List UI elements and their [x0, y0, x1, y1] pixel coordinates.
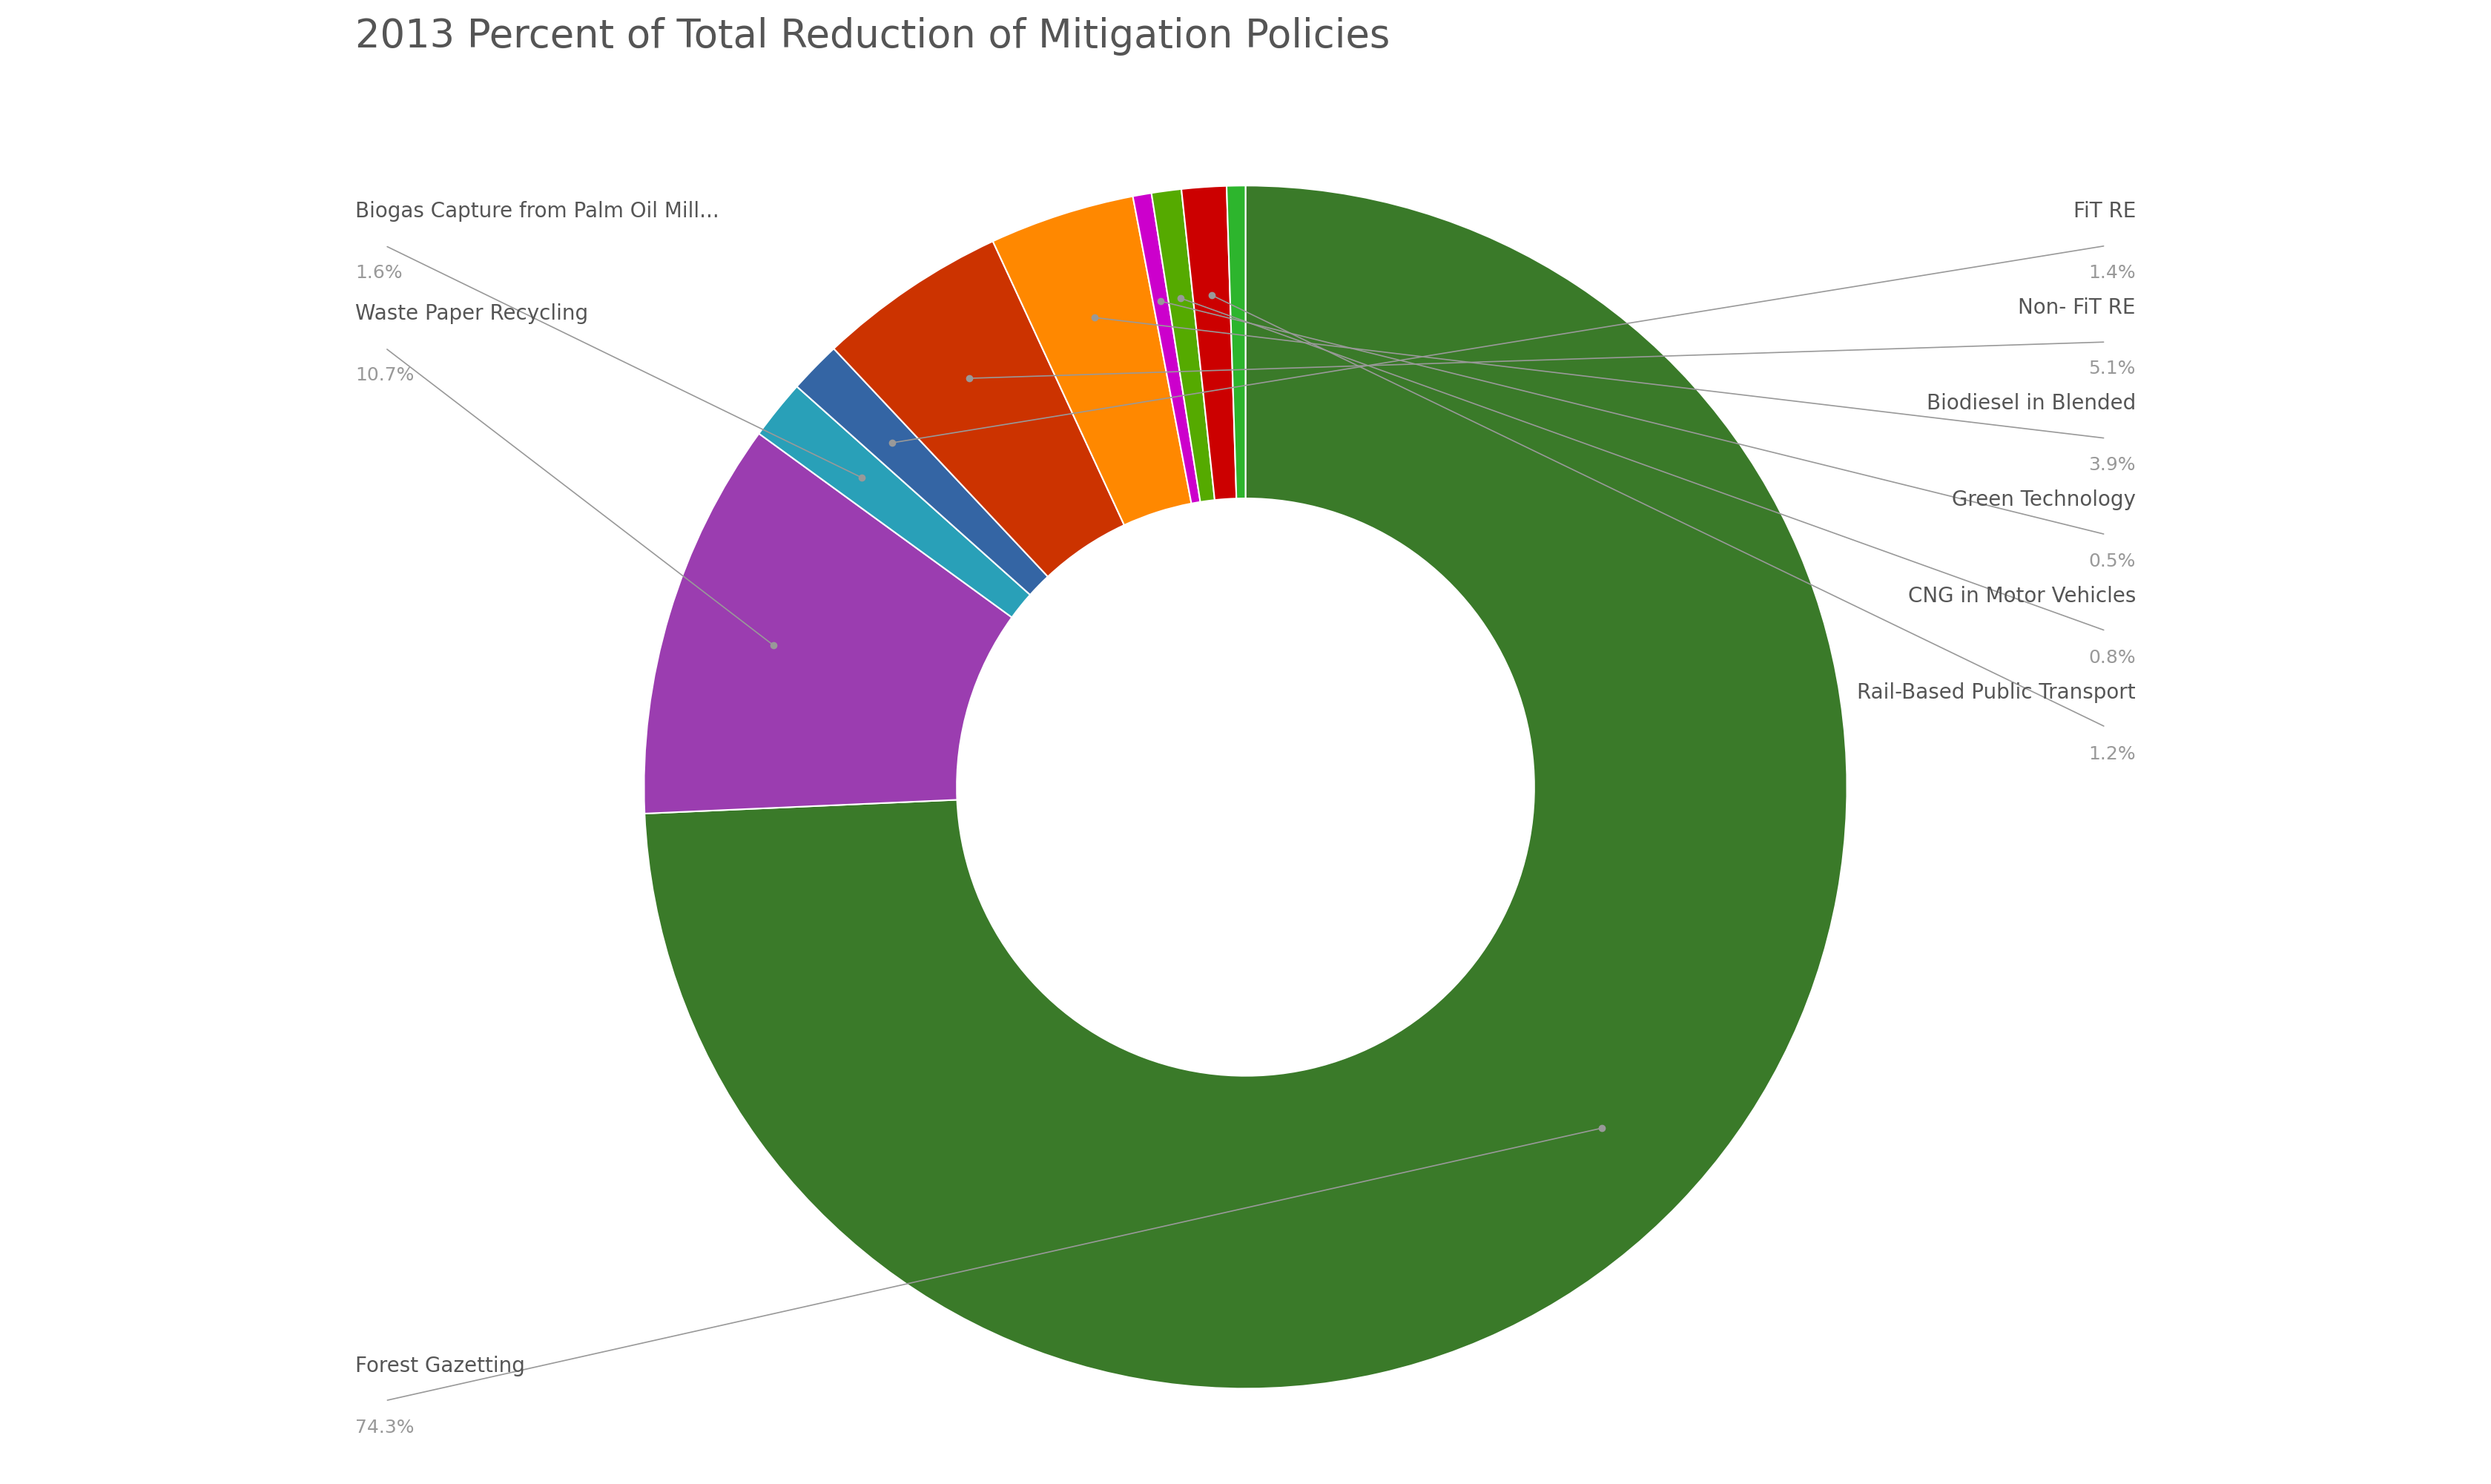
- Text: Forest Gazetting: Forest Gazetting: [356, 1356, 526, 1377]
- Wedge shape: [1133, 193, 1201, 503]
- Wedge shape: [834, 242, 1123, 577]
- Wedge shape: [797, 349, 1049, 595]
- Wedge shape: [1226, 186, 1246, 499]
- Text: FiT RE: FiT RE: [2073, 200, 2135, 221]
- Text: 1.2%: 1.2%: [2087, 745, 2135, 763]
- Text: 1.6%: 1.6%: [356, 264, 404, 282]
- Text: 1.4%: 1.4%: [2087, 264, 2135, 282]
- Text: Biogas Capture from Palm Oil Mill...: Biogas Capture from Palm Oil Mill...: [356, 200, 720, 221]
- Text: 74.3%: 74.3%: [356, 1419, 414, 1437]
- Text: CNG in Motor Vehicles: CNG in Motor Vehicles: [1908, 586, 2135, 607]
- Text: Green Technology: Green Technology: [1953, 490, 2135, 510]
- Text: Non- FiT RE: Non- FiT RE: [2018, 297, 2135, 318]
- Text: 3.9%: 3.9%: [2087, 456, 2135, 473]
- Text: 0.5%: 0.5%: [2087, 552, 2135, 570]
- Text: 10.7%: 10.7%: [356, 367, 414, 384]
- Text: 0.8%: 0.8%: [2087, 649, 2135, 666]
- Text: 2013 Percent of Total Reduction of Mitigation Policies: 2013 Percent of Total Reduction of Mitig…: [356, 18, 1390, 56]
- Text: Rail-Based Public Transport: Rail-Based Public Transport: [1858, 683, 2135, 703]
- Text: Biodiesel in Blended: Biodiesel in Blended: [1926, 393, 2135, 414]
- Wedge shape: [645, 433, 1011, 813]
- Wedge shape: [760, 386, 1031, 617]
- Wedge shape: [994, 196, 1191, 525]
- Wedge shape: [1151, 188, 1216, 502]
- Text: 5.1%: 5.1%: [2087, 361, 2135, 378]
- Text: Waste Paper Recycling: Waste Paper Recycling: [356, 303, 588, 324]
- Wedge shape: [645, 186, 1846, 1389]
- Wedge shape: [1181, 186, 1236, 500]
